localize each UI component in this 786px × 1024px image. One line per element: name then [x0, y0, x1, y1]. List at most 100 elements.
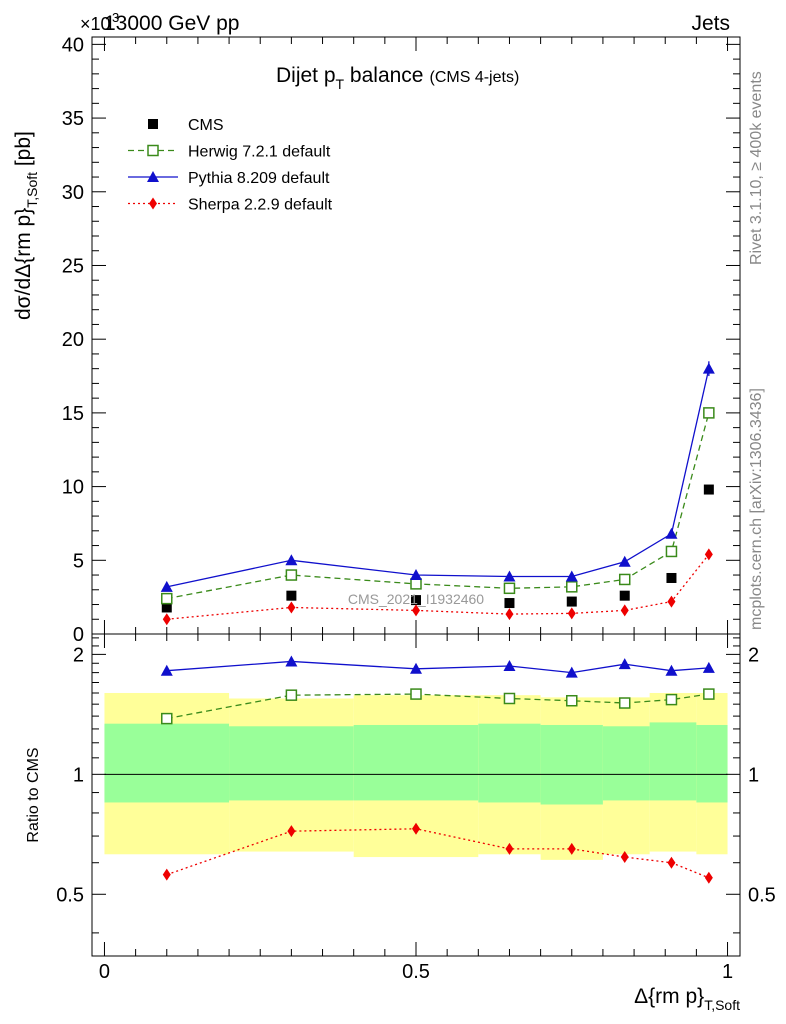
main-panel: 0 5 10 15 20 25 30 35 40: [62, 34, 741, 956]
uncertainty-band-inner: [229, 726, 354, 801]
data-point: [411, 595, 421, 606]
legend: CMS Herwig 7.2.1 default Pythia 8.209 defa…: [128, 117, 333, 214]
data-point: [618, 573, 631, 586]
data-point: [503, 582, 516, 595]
ratio-y-tick-label-right: 1: [748, 764, 759, 786]
data-point: [410, 662, 422, 674]
y-tick-label: 40: [62, 34, 84, 56]
rivet-label: Rivet 3.1.10, ≥ 400k events: [748, 71, 765, 265]
ratio-y-tick-label-right: 0.5: [748, 884, 776, 906]
y-tick-label: 35: [62, 108, 84, 130]
legend-marker: [147, 171, 159, 182]
data-point: [410, 688, 422, 700]
data-point: [618, 555, 631, 567]
series-line-1: [166, 412, 710, 600]
data-point: [566, 596, 577, 607]
data-point: [161, 602, 172, 613]
header-jets: Jets: [691, 12, 730, 35]
data-point: [505, 842, 514, 855]
data-point: [704, 548, 713, 561]
data-point: [665, 693, 678, 706]
legend-entry: Sherpa 2.2.9 default: [188, 197, 333, 214]
data-point: [285, 554, 298, 566]
data-point: [287, 601, 296, 614]
data-point: [665, 664, 678, 676]
data-point: [566, 581, 578, 593]
data-point: [566, 694, 578, 707]
data-point: [503, 692, 516, 705]
data-point: [620, 604, 629, 617]
legend-entry: Pythia 8.209 default: [188, 170, 330, 187]
y-tick-label: 25: [62, 255, 84, 277]
uncertainty-band-inner: [649, 722, 697, 801]
ratio-y-tick-label: 0.5: [56, 884, 84, 906]
legend-entry: CMS: [188, 117, 224, 134]
uncertainty-band-inner: [696, 724, 728, 803]
y-tick-label: 5: [73, 550, 84, 572]
data-point: [620, 851, 629, 864]
watermark: CMS_2021_I1932460: [348, 591, 484, 607]
data-point: [162, 868, 171, 881]
data-point: [286, 590, 297, 601]
data-point: [503, 570, 516, 582]
data-point: [666, 572, 677, 583]
uncertainty-band-inner: [602, 726, 650, 801]
legend-marker: [148, 119, 158, 129]
ratio-y-tick-label: 1: [73, 764, 84, 786]
uncertainty-band-inner: [540, 724, 603, 805]
data-point: [504, 598, 515, 609]
data-point: [410, 569, 422, 581]
data-point: [285, 689, 298, 701]
uncertainty-band-inner: [478, 723, 541, 803]
y-tick-label: 20: [62, 329, 84, 351]
x-tick-label: 0: [99, 961, 110, 983]
data-point: [160, 664, 173, 676]
data-point: [285, 569, 298, 581]
data-point: [619, 590, 630, 601]
data-point: [565, 570, 578, 582]
data-point: [703, 688, 715, 700]
data-point: [503, 660, 516, 672]
series-line-2: [166, 368, 710, 588]
ratio-y-tick-label-right: 2: [748, 644, 759, 666]
data-point: [412, 604, 420, 617]
series-line-1: [166, 660, 709, 674]
data-point: [665, 527, 678, 539]
data-point: [567, 842, 576, 855]
mcplots-label: mcplots.cern.ch [arXiv:1306.3436]: [748, 388, 765, 630]
data-point: [505, 608, 514, 621]
x-axis-label: Δ{rm p}T,Soft: [634, 985, 740, 1013]
data-point: [565, 666, 578, 678]
data-point: [703, 407, 715, 419]
uncertainty-band-inner: [353, 724, 479, 801]
data-point: [704, 871, 713, 884]
chart-title: Dijet pT balance (CMS 4-jets): [276, 64, 519, 92]
data-point: [618, 697, 631, 709]
ratio-y-tick-label: 2: [73, 644, 84, 666]
data-point: [285, 655, 298, 667]
exponent-label: ×10: [80, 14, 111, 34]
data-point: [618, 658, 631, 670]
data-point: [567, 607, 576, 620]
data-point: [160, 580, 173, 592]
data-point: [162, 613, 171, 626]
y-tick-label: 15: [62, 403, 84, 425]
legend-marker: [147, 144, 159, 157]
data-point: [161, 592, 173, 605]
legend-entry: Herwig 7.2.1 default: [188, 144, 331, 161]
ratio-y-axis-label: Ratio to CMS: [25, 747, 42, 842]
main-y-axis-label: dσ/dΔ{rm p}T,Soft [pb]: [12, 131, 40, 320]
ratio-panel: 0.5 0.5 1 1 2 2 0 0.5 1: [56, 633, 776, 983]
data-point: [703, 484, 714, 495]
data-point: [665, 545, 678, 558]
uncertainty-band-inner: [104, 723, 230, 803]
data-point: [161, 712, 173, 725]
legend-marker: [149, 197, 157, 210]
y-tick-label: 0: [73, 624, 84, 646]
data-point: [287, 825, 296, 838]
data-point: [702, 661, 715, 673]
x-tick-label: 1: [722, 961, 733, 983]
data-point: [667, 856, 676, 869]
data-point: [410, 578, 422, 590]
